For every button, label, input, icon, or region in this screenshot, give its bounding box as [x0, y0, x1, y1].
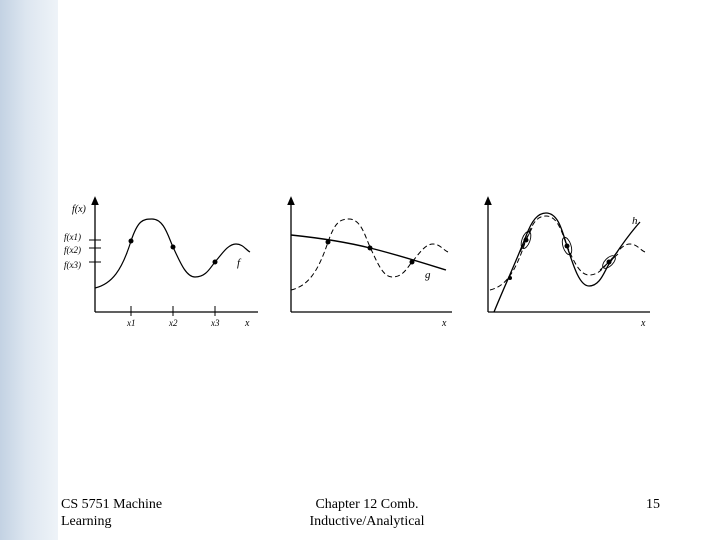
footer-chapter-title: Chapter 12 Comb. Inductive/Analytical: [302, 496, 432, 530]
footer-course-name: CS 5751 Machine Learning: [61, 496, 201, 530]
panel-3-approximation-h: x h: [484, 196, 650, 329]
derivative-marker-1: [519, 227, 533, 253]
footer-course-line-2: Learning: [61, 514, 112, 529]
curve-label-h: h: [632, 215, 638, 227]
training-point-3: [212, 259, 218, 265]
training-point-1: [325, 239, 331, 245]
x-tick-label-x3: x3: [210, 318, 220, 328]
footer-page-number: 15: [646, 497, 660, 512]
x-tick-label-x1: x1: [126, 318, 136, 328]
x-tick-label-x2: x2: [168, 318, 178, 328]
slide-background-edge: [0, 0, 58, 540]
panel-1-x-axis-label: x: [244, 318, 250, 329]
y-tick-label-fx3: f(x3): [64, 260, 81, 270]
training-point-1: [128, 238, 134, 244]
curve-label-g: g: [425, 269, 431, 281]
training-point-2: [170, 244, 176, 250]
y-tick-label-fx2: f(x2): [64, 245, 81, 255]
panel-3-x-axis-label: x: [640, 318, 646, 329]
footer-course-line-1: CS 5751 Machine: [61, 497, 163, 512]
panel-2-approximation-g: x g: [287, 196, 452, 329]
training-point-3: [409, 259, 415, 265]
footer-chapter-line-1: Chapter 12 Comb.: [315, 497, 419, 512]
dashed-target-curve: [290, 218, 449, 291]
y-tick-label-fx1: f(x1): [64, 232, 81, 242]
dashed-target-curve: [489, 215, 646, 291]
approximation-g-curve: [290, 234, 447, 271]
panel-2-x-axis-label: x: [441, 318, 447, 329]
panel-1-y-axis-label: f(x): [72, 204, 87, 215]
panel-1-training-points: f(x) f(x1) f(x2) f(x3) x1 x2 x3 x f: [64, 196, 258, 329]
derivative-marker-2: [561, 233, 573, 259]
target-function-f-curve: [94, 218, 251, 289]
footer-chapter-line-2: Inductive/Analytical: [309, 514, 425, 529]
derivative-marker-3: [599, 253, 619, 271]
curve-label-f: f: [237, 257, 242, 269]
training-point-2: [367, 245, 373, 251]
approximation-h-curve: [493, 212, 641, 313]
extra-point: [508, 276, 512, 280]
